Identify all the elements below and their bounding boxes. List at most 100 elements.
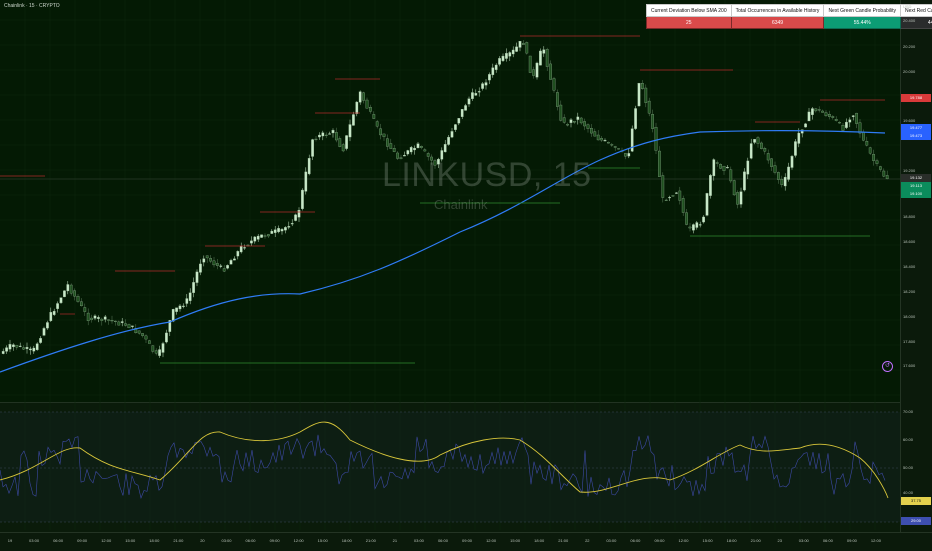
candle-body [263,235,267,237]
time-tick: 21:00 [173,538,184,543]
candle-body [185,298,189,304]
candle-body [386,138,389,147]
candle-body [702,216,705,223]
candle-body [783,176,787,187]
osc-tick: 50.00 [903,465,914,470]
candle-body [573,121,576,123]
alert-badge-icon[interactable]: ↺ [882,361,893,372]
time-tick: 20 [200,538,205,543]
candle-body [22,347,25,350]
candle-body [814,108,818,112]
candle-body [399,157,403,159]
time-tick: 18:00 [534,538,545,543]
candle-body [307,158,311,175]
candle-body [539,50,542,66]
osc-tick: 40.00 [903,490,914,495]
candle-body [260,234,263,238]
candle-body [253,236,257,242]
time-tick: 03:00 [221,538,232,543]
candle-body [1,351,5,354]
candle-body [511,49,515,55]
symbol-title[interactable]: Chainlink · 15 · CRYPTO [4,3,60,9]
candle-body [610,144,614,146]
candle-body [287,226,291,228]
candle-body [328,133,331,135]
candle-body [42,328,46,336]
candle-body [430,156,433,161]
candle-body [807,111,811,122]
table-header-red-prob: Next Red Candle Probability [899,4,932,17]
candle-body [355,101,359,114]
candle-body [535,62,539,78]
candle-body [736,192,739,205]
candle-body [403,154,406,157]
candle-body [256,235,260,240]
price-tick: 18.000 [903,314,916,319]
candle-body [545,49,549,67]
candle-body [90,317,93,321]
candle-body [192,282,195,293]
candle-body [477,91,481,93]
time-tick: 15:00 [125,538,136,543]
candle-body [76,296,80,302]
osc-tick: 70.00 [903,409,914,414]
candle-body [205,255,209,259]
candle-body [858,122,862,134]
candle-body [348,124,352,138]
sma-200-line [0,130,886,373]
candle-body [406,150,410,155]
candle-body [110,320,114,322]
time-tick: 12:00 [870,538,881,543]
candle-body [236,251,240,257]
candle-body [134,328,138,334]
time-tick: 09:00 [462,538,473,543]
time-tick: 21:00 [365,538,376,543]
time-axis[interactable] [0,532,932,551]
price-tick: 19.200 [903,168,916,173]
candle-body [712,159,716,177]
candle-body [613,146,617,148]
candle-body [222,268,226,272]
candle-body [127,324,131,329]
candle-body [831,116,835,118]
candle-body [267,234,270,237]
candle-body [885,175,889,180]
candle-body [630,128,634,152]
candle-body [382,133,386,137]
osc-band [0,412,900,522]
candle-body [103,316,107,320]
candle-body [841,125,845,131]
candle-body [433,160,437,166]
candle-body [324,134,328,136]
candle-body [239,246,243,253]
candle-body [644,87,648,103]
candle-body [556,92,559,107]
time-tick: 03:00 [413,538,424,543]
candle-body [763,148,767,152]
candle-body [464,105,467,111]
time-tick: 09:00 [846,538,857,543]
time-tick: 18:00 [341,538,352,543]
time-tick: 12:00 [101,538,112,543]
candle-body [226,265,229,269]
candle-body [25,347,29,349]
price-tick: 19.600 [903,118,916,123]
candle-body [151,345,155,352]
price-scale[interactable] [900,0,932,532]
time-tick: 09:00 [654,538,665,543]
candle-body [828,114,831,117]
candle-body [484,82,488,86]
candle-body [420,146,423,148]
candle-body [875,160,879,164]
candle-body [753,139,756,143]
time-tick: 12:00 [486,538,497,543]
candle-body [501,55,505,61]
candle-body [515,46,518,52]
candle-body [552,78,556,91]
candle-body [498,58,501,65]
green-probability-value: 55.44% [823,16,901,29]
time-tick: 18:00 [726,538,737,543]
red-probability-value: 44.56% [899,16,932,29]
time-tick: 06:00 [437,538,448,543]
rsi-ma-line [0,421,889,499]
